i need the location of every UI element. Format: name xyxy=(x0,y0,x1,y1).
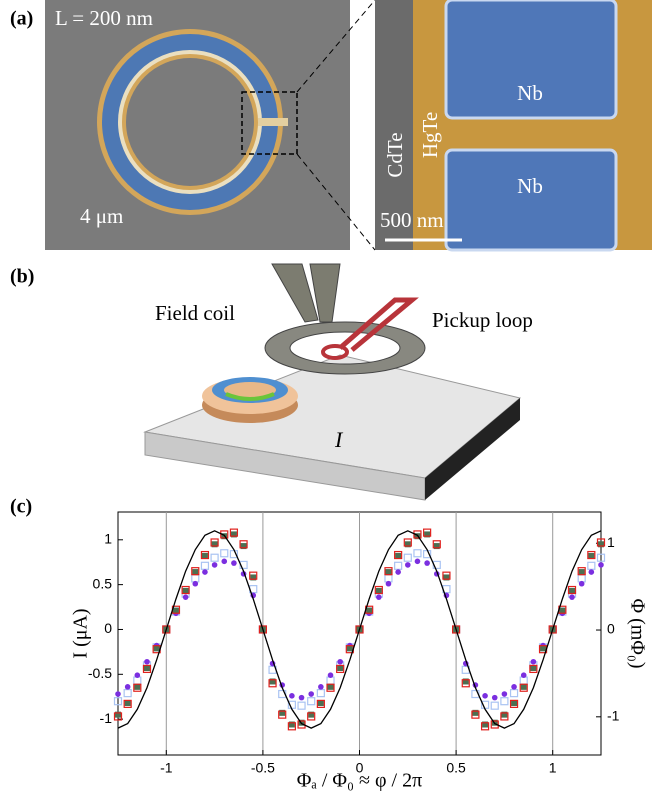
y2-axis-label: Φ (mΦ₀) xyxy=(626,598,648,668)
data-point xyxy=(212,562,218,568)
data-point xyxy=(415,559,421,565)
data-point xyxy=(385,575,392,582)
ring-hole xyxy=(126,58,254,186)
coil-leads xyxy=(272,264,340,322)
x-tick-label: -1 xyxy=(160,760,173,776)
data-point xyxy=(337,659,343,665)
x-tick-label: -0.5 xyxy=(251,760,275,776)
data-point xyxy=(298,702,305,709)
data-point xyxy=(482,693,488,699)
field-coil-label: Field coil xyxy=(155,301,235,325)
y-tick-label: 1 xyxy=(104,531,112,547)
nb-block xyxy=(446,150,616,250)
y-tick-label: 0 xyxy=(104,620,112,636)
y-tick-label: -1 xyxy=(100,710,113,726)
data-point xyxy=(520,677,527,684)
data-point xyxy=(192,575,199,582)
y2-tick-label: 0 xyxy=(607,621,615,637)
figure: (a) L = 200 nm 4 μm Nb Nb CdTe HgTe 500 … xyxy=(0,0,652,797)
data-point xyxy=(327,677,334,684)
data-point xyxy=(395,562,402,569)
data-point xyxy=(578,575,585,582)
y2-tick-label: -1 xyxy=(607,708,620,724)
data-point xyxy=(124,690,131,697)
data-point xyxy=(202,569,208,575)
y2-tick-label: 1 xyxy=(607,534,615,550)
data-point xyxy=(192,581,198,587)
y-tick-label: -0.5 xyxy=(88,665,112,681)
length-label: L = 200 nm xyxy=(55,6,153,30)
data-point xyxy=(183,594,189,600)
data-point xyxy=(221,559,227,565)
data-point xyxy=(211,554,218,561)
data-point xyxy=(115,691,121,697)
x-tick-label: 0.5 xyxy=(446,760,466,776)
data-point xyxy=(501,698,508,705)
x-tick-label: 1 xyxy=(549,760,557,776)
x-axis-label: Φₐ / Φ₀ ≈ φ / 2π xyxy=(297,770,422,792)
nb-label: Nb xyxy=(517,81,543,105)
data-point xyxy=(125,684,131,690)
data-point xyxy=(579,581,585,587)
data-point xyxy=(511,690,518,697)
data-point xyxy=(289,693,295,699)
nb-label: Nb xyxy=(517,174,543,198)
data-point xyxy=(598,562,604,568)
data-point xyxy=(569,594,575,600)
data-point xyxy=(144,659,150,665)
data-point xyxy=(376,594,382,600)
data-point xyxy=(308,698,315,705)
data-point xyxy=(395,569,401,575)
data-point xyxy=(134,677,141,684)
data-point xyxy=(328,672,334,678)
data-point xyxy=(318,684,324,690)
y-axis-label: I (μA) xyxy=(70,608,92,658)
data-point xyxy=(201,562,208,569)
panel-label: (c) xyxy=(10,496,32,518)
data-point xyxy=(531,659,537,665)
data-point xyxy=(521,672,527,678)
data-point xyxy=(386,581,392,587)
hgte-label: HgTe xyxy=(418,112,442,158)
data-point xyxy=(405,562,411,568)
data-point xyxy=(308,691,314,697)
data-point xyxy=(231,560,237,566)
data-point xyxy=(404,554,411,561)
data-point xyxy=(491,702,498,709)
data-point xyxy=(299,695,305,701)
panel-label: (b) xyxy=(10,266,34,288)
data-point xyxy=(589,569,595,575)
data-point xyxy=(502,691,508,697)
pickup-loop xyxy=(323,346,347,358)
pickup-loop-label: Pickup loop xyxy=(432,308,533,332)
size-label: 4 μm xyxy=(80,204,123,228)
data-point xyxy=(492,695,498,701)
y-tick-label: 0.5 xyxy=(93,575,113,591)
data-point xyxy=(511,684,517,690)
cdte-label: CdTe xyxy=(383,132,407,177)
scale-label: 500 nm xyxy=(380,208,444,232)
data-point xyxy=(317,690,324,697)
data-point xyxy=(135,672,141,678)
data-point xyxy=(588,562,595,569)
data-point xyxy=(414,550,421,557)
page: (a) L = 200 nm 4 μm Nb Nb CdTe HgTe 500 … xyxy=(0,0,652,802)
panel-label: (a) xyxy=(10,8,33,30)
data-point xyxy=(424,560,430,566)
ring-slit xyxy=(258,118,288,126)
data-point xyxy=(221,550,228,557)
